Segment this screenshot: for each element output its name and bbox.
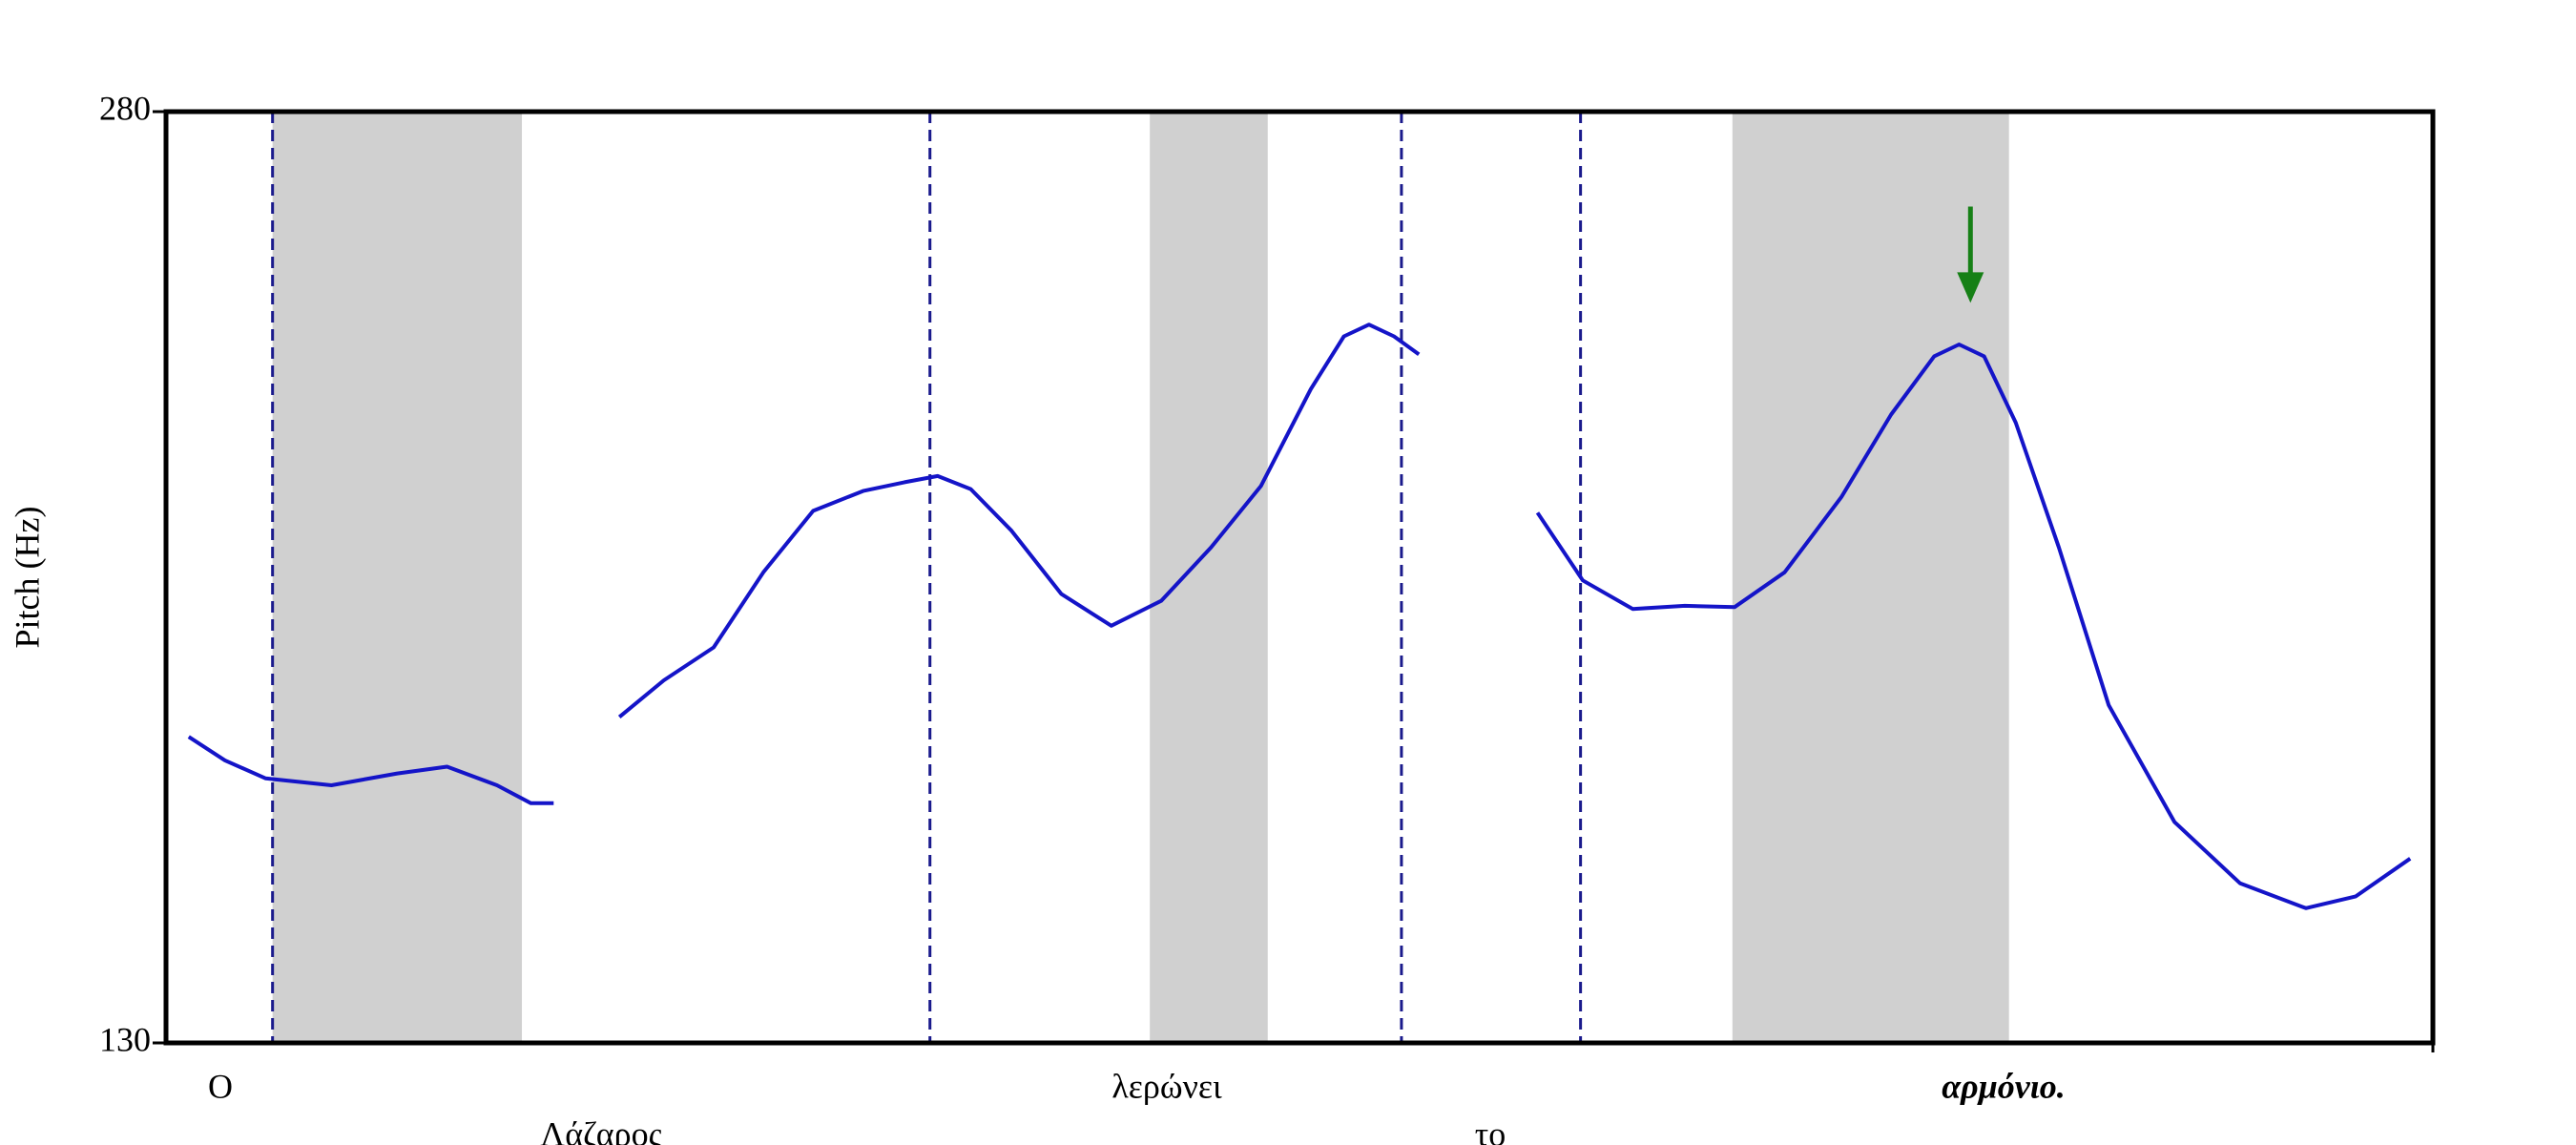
y-tick-label: 280 [99,89,151,127]
word-label: αρμόνιο. [1942,1067,2065,1105]
word-label: Ο [208,1067,233,1105]
plot-frame [163,109,2436,1046]
stressed-syllable [1732,112,2009,1043]
arrow-head [1957,272,1984,303]
word-label: το [1475,1114,1506,1145]
word-label: λερώνει [1111,1067,1222,1105]
stressed-syllable [272,112,523,1043]
word-label: Λάζαρος [540,1114,662,1145]
stressed-syllable [1150,112,1268,1043]
y-axis-label: Pitch (Hz) [8,507,46,649]
pitch-contour [187,323,2412,910]
y-tick-label: 130 [99,1020,151,1058]
